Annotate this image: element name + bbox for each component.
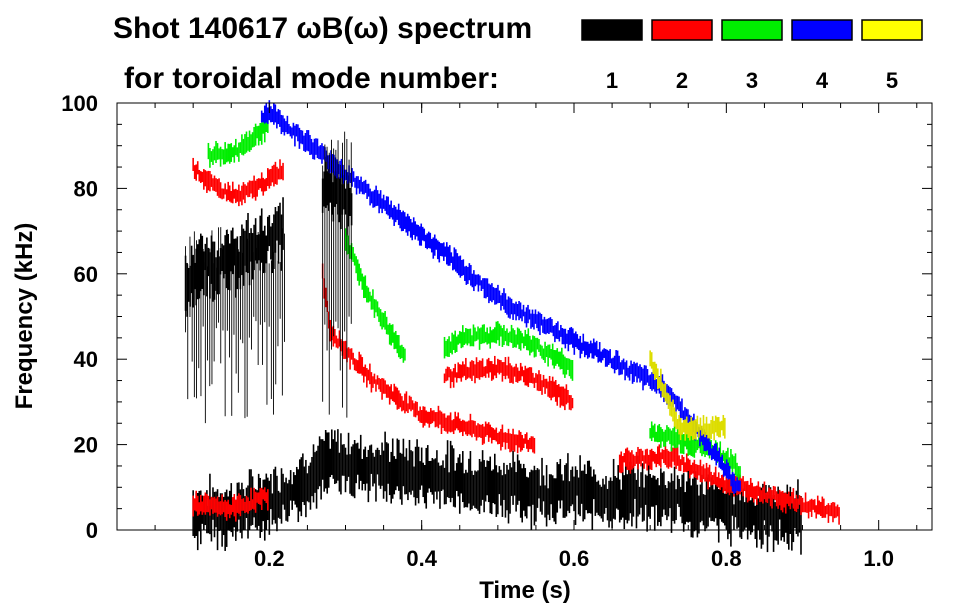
series-mode-2 [192,157,284,207]
chart-title-line2: for toroidal mode number: [124,62,499,95]
legend-label-4: 4 [816,68,829,93]
series-mode-1 [192,429,802,555]
series-mode-2 [443,355,574,411]
y-tick-label: 0 [86,518,98,543]
chart-title-line1: Shot 140617 ωB(ω) spectrum [113,12,532,45]
series-mode-2 [321,263,536,454]
legend-swatch-4 [791,19,853,41]
x-tick-label: 0.6 [559,546,590,571]
y-axis: 0 20 40 60 80 100 [61,91,932,543]
x-tick-label: 0.2 [254,546,285,571]
series-mode-3 [207,118,269,168]
x-tick-label: 0.8 [711,546,742,571]
legend-label-3: 3 [746,68,758,93]
legend-swatch-2 [651,19,713,41]
legend-label-1: 1 [606,68,618,93]
legend-swatch-1 [581,19,643,41]
series-mode-4 [260,100,741,494]
x-tick-label: 0.4 [406,546,437,571]
y-tick-label: 40 [74,347,98,372]
x-tick-label: 1.0 [863,546,894,571]
y-tick-label: 100 [61,91,98,116]
x-axis-label: Time (s) [479,577,571,604]
series-mode-3 [344,228,406,363]
series-mode-2 [192,487,269,522]
broadband-activity [185,131,352,424]
series-mode-3 [443,321,574,381]
y-axis-label: Frequency (kHz) [11,223,38,410]
legend-swatch-5 [861,19,923,41]
plot-area [184,100,840,555]
legend-label-5: 5 [886,68,898,93]
y-tick-label: 80 [74,176,98,201]
legend-label-2: 2 [676,68,688,93]
y-tick-label: 60 [74,262,98,287]
legend: 1 2 3 4 5 [581,19,923,93]
y-tick-label: 20 [74,433,98,458]
x-axis: 0.2 0.4 0.6 0.8 1.0 [154,103,918,571]
series-mode-5 [649,350,726,441]
legend-swatch-3 [721,19,783,41]
